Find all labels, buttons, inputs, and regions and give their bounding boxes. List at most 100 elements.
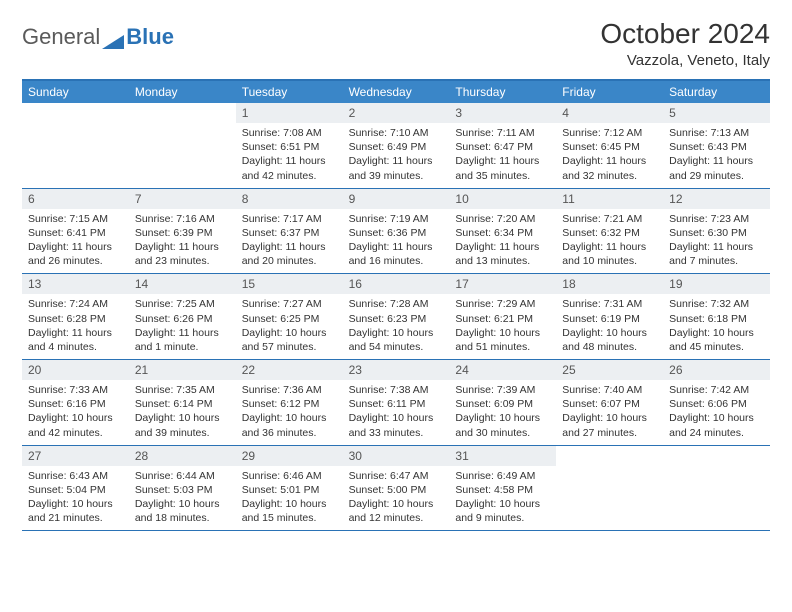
day-cell: 17Sunrise: 7:29 AMSunset: 6:21 PMDayligh…	[449, 274, 556, 359]
day-cell	[129, 103, 236, 188]
day-number: 30	[343, 446, 450, 466]
sunrise-text: Sunrise: 6:49 AM	[455, 469, 550, 483]
sunrise-text: Sunrise: 7:36 AM	[242, 383, 337, 397]
day-cell	[556, 446, 663, 531]
daylight-text: Daylight: 11 hours and 13 minutes.	[455, 240, 550, 268]
day-cell: 7Sunrise: 7:16 AMSunset: 6:39 PMDaylight…	[129, 189, 236, 274]
sunrise-text: Sunrise: 7:35 AM	[135, 383, 230, 397]
day-details: Sunrise: 6:46 AMSunset: 5:01 PMDaylight:…	[236, 466, 343, 531]
daylight-text: Daylight: 11 hours and 35 minutes.	[455, 154, 550, 182]
daylight-text: Daylight: 10 hours and 39 minutes.	[135, 411, 230, 439]
sunrise-text: Sunrise: 7:08 AM	[242, 126, 337, 140]
day-cell: 3Sunrise: 7:11 AMSunset: 6:47 PMDaylight…	[449, 103, 556, 188]
day-number: 8	[236, 189, 343, 209]
day-number	[663, 446, 770, 452]
sunset-text: Sunset: 6:37 PM	[242, 226, 337, 240]
day-cell: 15Sunrise: 7:27 AMSunset: 6:25 PMDayligh…	[236, 274, 343, 359]
day-number: 9	[343, 189, 450, 209]
sunrise-text: Sunrise: 6:44 AM	[135, 469, 230, 483]
sunset-text: Sunset: 6:30 PM	[669, 226, 764, 240]
day-details: Sunrise: 7:40 AMSunset: 6:07 PMDaylight:…	[556, 380, 663, 445]
weekday-header: Tuesday	[236, 81, 343, 103]
sunrise-text: Sunrise: 7:32 AM	[669, 297, 764, 311]
day-details: Sunrise: 7:35 AMSunset: 6:14 PMDaylight:…	[129, 380, 236, 445]
logo: General Blue	[22, 18, 174, 50]
day-details: Sunrise: 7:33 AMSunset: 6:16 PMDaylight:…	[22, 380, 129, 445]
day-cell: 22Sunrise: 7:36 AMSunset: 6:12 PMDayligh…	[236, 360, 343, 445]
day-number: 4	[556, 103, 663, 123]
daylight-text: Daylight: 11 hours and 29 minutes.	[669, 154, 764, 182]
day-details: Sunrise: 7:11 AMSunset: 6:47 PMDaylight:…	[449, 123, 556, 188]
daylight-text: Daylight: 11 hours and 7 minutes.	[669, 240, 764, 268]
daylight-text: Daylight: 10 hours and 57 minutes.	[242, 326, 337, 354]
daylight-text: Daylight: 10 hours and 15 minutes.	[242, 497, 337, 525]
day-details: Sunrise: 7:29 AMSunset: 6:21 PMDaylight:…	[449, 294, 556, 359]
day-number: 20	[22, 360, 129, 380]
day-cell: 19Sunrise: 7:32 AMSunset: 6:18 PMDayligh…	[663, 274, 770, 359]
daylight-text: Daylight: 10 hours and 12 minutes.	[349, 497, 444, 525]
daylight-text: Daylight: 10 hours and 51 minutes.	[455, 326, 550, 354]
sunset-text: Sunset: 6:19 PM	[562, 312, 657, 326]
sunset-text: Sunset: 6:25 PM	[242, 312, 337, 326]
sunrise-text: Sunrise: 7:16 AM	[135, 212, 230, 226]
day-details: Sunrise: 7:24 AMSunset: 6:28 PMDaylight:…	[22, 294, 129, 359]
day-details: Sunrise: 7:31 AMSunset: 6:19 PMDaylight:…	[556, 294, 663, 359]
day-number: 27	[22, 446, 129, 466]
day-cell	[663, 446, 770, 531]
day-number: 12	[663, 189, 770, 209]
day-number: 19	[663, 274, 770, 294]
day-details: Sunrise: 7:10 AMSunset: 6:49 PMDaylight:…	[343, 123, 450, 188]
sunrise-text: Sunrise: 7:11 AM	[455, 126, 550, 140]
week-row: 1Sunrise: 7:08 AMSunset: 6:51 PMDaylight…	[22, 103, 770, 189]
sunset-text: Sunset: 6:43 PM	[669, 140, 764, 154]
sunrise-text: Sunrise: 7:19 AM	[349, 212, 444, 226]
sunset-text: Sunset: 6:41 PM	[28, 226, 123, 240]
day-cell: 28Sunrise: 6:44 AMSunset: 5:03 PMDayligh…	[129, 446, 236, 531]
day-details: Sunrise: 7:28 AMSunset: 6:23 PMDaylight:…	[343, 294, 450, 359]
daylight-text: Daylight: 11 hours and 4 minutes.	[28, 326, 123, 354]
weekday-header: Thursday	[449, 81, 556, 103]
day-number: 18	[556, 274, 663, 294]
day-number: 17	[449, 274, 556, 294]
location: Vazzola, Veneto, Italy	[600, 52, 770, 69]
weekday-header: Saturday	[663, 81, 770, 103]
day-cell: 25Sunrise: 7:40 AMSunset: 6:07 PMDayligh…	[556, 360, 663, 445]
day-number: 26	[663, 360, 770, 380]
sunrise-text: Sunrise: 7:29 AM	[455, 297, 550, 311]
day-details: Sunrise: 7:42 AMSunset: 6:06 PMDaylight:…	[663, 380, 770, 445]
sunrise-text: Sunrise: 7:25 AM	[135, 297, 230, 311]
sunrise-text: Sunrise: 7:31 AM	[562, 297, 657, 311]
day-number: 3	[449, 103, 556, 123]
day-cell: 16Sunrise: 7:28 AMSunset: 6:23 PMDayligh…	[343, 274, 450, 359]
day-number	[22, 103, 129, 109]
day-number: 10	[449, 189, 556, 209]
sunset-text: Sunset: 6:45 PM	[562, 140, 657, 154]
day-number: 2	[343, 103, 450, 123]
daylight-text: Daylight: 10 hours and 48 minutes.	[562, 326, 657, 354]
day-details: Sunrise: 7:08 AMSunset: 6:51 PMDaylight:…	[236, 123, 343, 188]
week-row: 13Sunrise: 7:24 AMSunset: 6:28 PMDayligh…	[22, 274, 770, 360]
sunrise-text: Sunrise: 7:20 AM	[455, 212, 550, 226]
daylight-text: Daylight: 11 hours and 16 minutes.	[349, 240, 444, 268]
day-details: Sunrise: 7:12 AMSunset: 6:45 PMDaylight:…	[556, 123, 663, 188]
day-number: 24	[449, 360, 556, 380]
daylight-text: Daylight: 10 hours and 36 minutes.	[242, 411, 337, 439]
sunrise-text: Sunrise: 7:39 AM	[455, 383, 550, 397]
day-cell: 1Sunrise: 7:08 AMSunset: 6:51 PMDaylight…	[236, 103, 343, 188]
day-number	[556, 446, 663, 452]
weekday-header: Sunday	[22, 81, 129, 103]
daylight-text: Daylight: 10 hours and 45 minutes.	[669, 326, 764, 354]
day-number: 23	[343, 360, 450, 380]
sunrise-text: Sunrise: 7:23 AM	[669, 212, 764, 226]
day-cell: 26Sunrise: 7:42 AMSunset: 6:06 PMDayligh…	[663, 360, 770, 445]
day-cell: 24Sunrise: 7:39 AMSunset: 6:09 PMDayligh…	[449, 360, 556, 445]
sunset-text: Sunset: 6:32 PM	[562, 226, 657, 240]
week-row: 20Sunrise: 7:33 AMSunset: 6:16 PMDayligh…	[22, 360, 770, 446]
daylight-text: Daylight: 10 hours and 30 minutes.	[455, 411, 550, 439]
day-number: 6	[22, 189, 129, 209]
header: General Blue October 2024 Vazzola, Venet…	[22, 18, 770, 69]
sunrise-text: Sunrise: 7:10 AM	[349, 126, 444, 140]
sunset-text: Sunset: 4:58 PM	[455, 483, 550, 497]
day-details: Sunrise: 7:13 AMSunset: 6:43 PMDaylight:…	[663, 123, 770, 188]
day-number: 25	[556, 360, 663, 380]
